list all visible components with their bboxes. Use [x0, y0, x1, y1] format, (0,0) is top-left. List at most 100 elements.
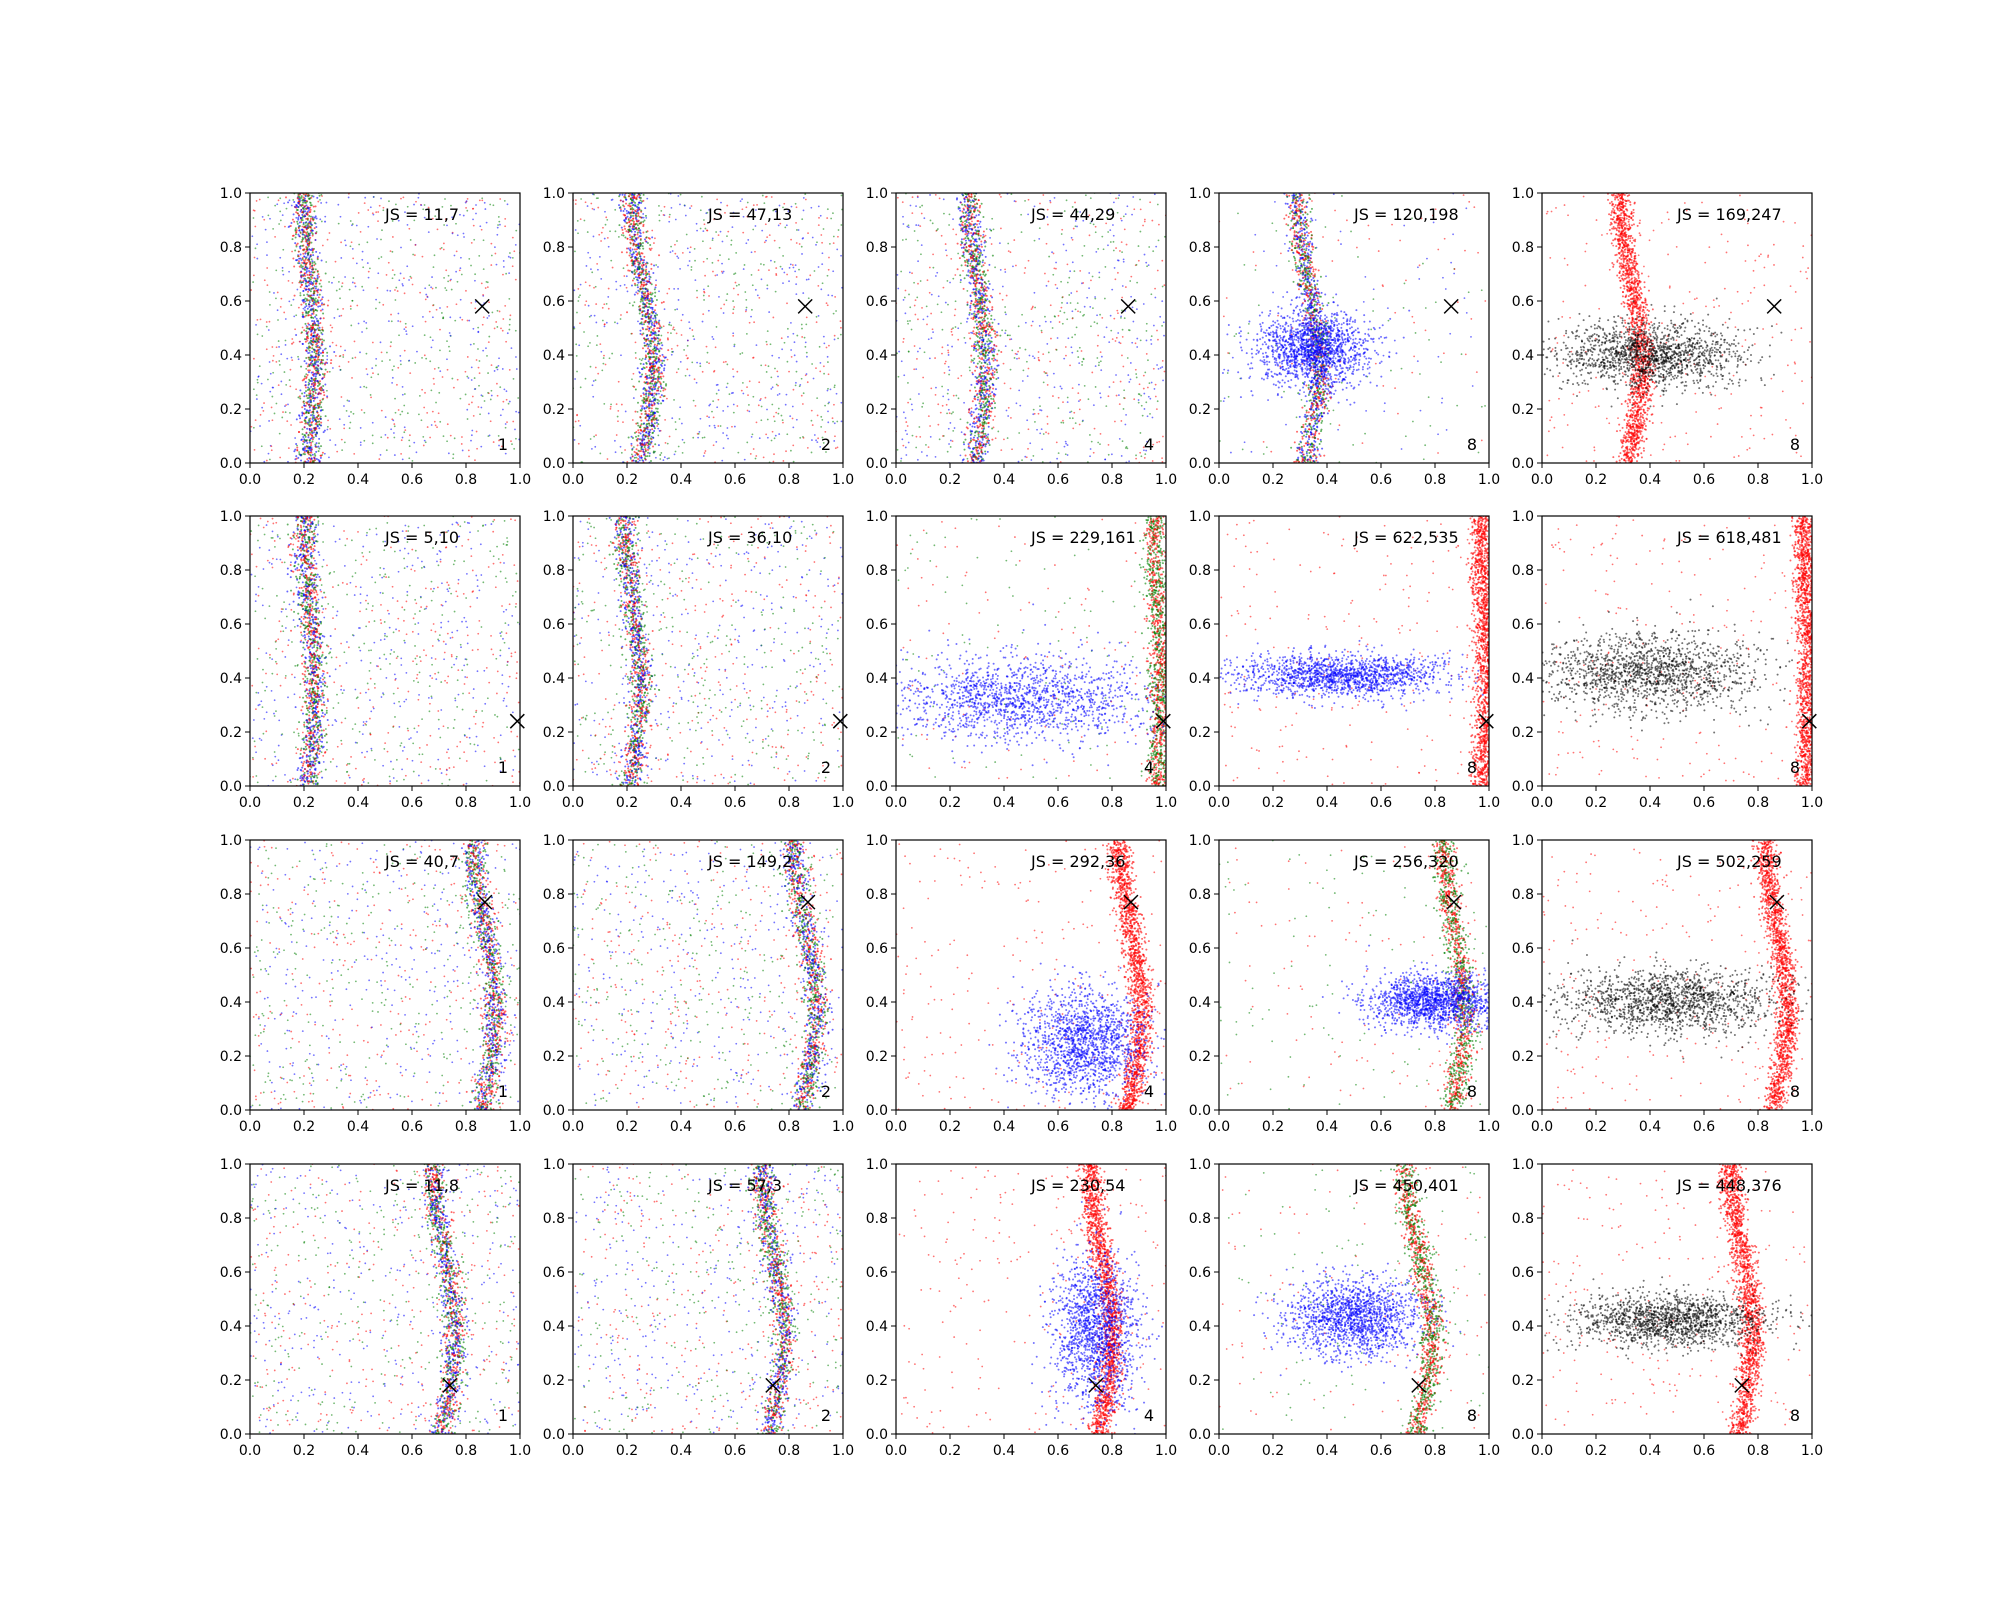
scatter-point [657, 359, 660, 362]
scatter-point [313, 377, 316, 380]
scatter-point [922, 402, 925, 405]
scatter-point [417, 196, 420, 199]
scatter-point [1057, 396, 1060, 399]
scatter-point [595, 321, 598, 324]
scatter-point [255, 200, 258, 202]
scatter-point [497, 224, 499, 226]
scatter-point [633, 293, 636, 296]
scatter-point [310, 241, 313, 244]
scatter-point [401, 385, 404, 388]
scatter-point [597, 206, 600, 209]
scatter-point [313, 301, 316, 304]
scatter-point [294, 233, 297, 236]
scatter-point [646, 444, 649, 447]
scatter-point [902, 215, 904, 218]
scatter-point [917, 282, 919, 285]
scatter-point [916, 239, 919, 242]
scatter-point [655, 347, 658, 350]
scatter-point [652, 310, 655, 313]
scatter-point [482, 316, 485, 319]
scatter-point [646, 197, 649, 200]
scatter-point [650, 356, 653, 359]
scatter-point [802, 292, 805, 294]
scatter-point [309, 400, 312, 403]
scatter-point [300, 266, 303, 269]
scatter-point [308, 241, 311, 244]
scatter-point [352, 257, 355, 260]
scatter-point [341, 449, 344, 452]
scatter-point [288, 270, 290, 273]
scatter-point [377, 272, 380, 275]
scatter-point [658, 214, 661, 217]
scatter-point [670, 347, 673, 350]
scatter-point [309, 226, 312, 229]
scatter-point [586, 231, 589, 233]
scatter-point [636, 279, 639, 282]
scatter-point [305, 305, 308, 308]
scatter-point [395, 203, 397, 206]
scatter-point [494, 246, 496, 249]
scatter-point [305, 377, 308, 380]
scatter-point [304, 420, 307, 423]
scatter-point [802, 197, 805, 199]
scatter-point [727, 437, 729, 440]
scatter-point [592, 395, 595, 398]
scatter-point [637, 242, 640, 245]
scatter-point [306, 365, 309, 368]
scatter-point [658, 205, 660, 207]
scatter-point [590, 202, 593, 205]
scatter-point [1010, 338, 1013, 341]
scatter-point [649, 437, 652, 440]
scatter-point [1112, 201, 1115, 204]
scatter-point [321, 296, 324, 299]
scatter-point [963, 401, 965, 404]
scatter-point [676, 240, 678, 242]
y-tick-label: 0.0 [220, 456, 242, 472]
scatter-point [726, 235, 728, 238]
scatter-point [1017, 325, 1020, 328]
scatter-point [589, 438, 592, 440]
scatter-point [440, 312, 443, 314]
scatter-points [896, 193, 1166, 463]
scatter-point [303, 404, 306, 407]
scatter-point [279, 256, 282, 259]
scatter-point [644, 288, 647, 291]
scatter-point [1063, 357, 1066, 360]
scatter-point [628, 204, 631, 207]
scatter-point [656, 360, 659, 363]
scatter-point [681, 438, 684, 441]
scatter-point [310, 314, 313, 317]
scatter-point [942, 395, 945, 398]
scatter-point [266, 254, 268, 257]
scatter-point [319, 279, 322, 282]
scatter-point [308, 242, 311, 245]
scatter-point [279, 456, 282, 459]
scatter-point [295, 211, 298, 214]
scatter-point [904, 417, 907, 419]
scatter-point [306, 441, 309, 444]
scatter-point [499, 198, 502, 200]
scatter-point [952, 327, 954, 330]
scatter-point [468, 257, 471, 260]
scatter-point [643, 281, 646, 284]
scatter-point [690, 205, 693, 207]
scatter-point [477, 406, 480, 408]
scatter-point [830, 217, 833, 220]
scatter-point [316, 340, 319, 343]
scatter-point [314, 262, 317, 265]
scatter-point [424, 391, 426, 394]
scatter-point [391, 220, 394, 222]
scatter-point [1147, 264, 1150, 267]
scatter-point [315, 350, 318, 353]
scatter-point [770, 259, 772, 262]
scatter-point [747, 394, 749, 397]
scatter-point [292, 213, 295, 216]
scatter-point [269, 303, 271, 306]
scatter-point [657, 266, 659, 268]
scatter-point [700, 195, 703, 198]
scatter-point [430, 389, 433, 392]
scatter-point [473, 238, 476, 241]
scatter-point [714, 274, 717, 277]
scatter-point [508, 297, 511, 300]
scatter-point [636, 276, 639, 279]
